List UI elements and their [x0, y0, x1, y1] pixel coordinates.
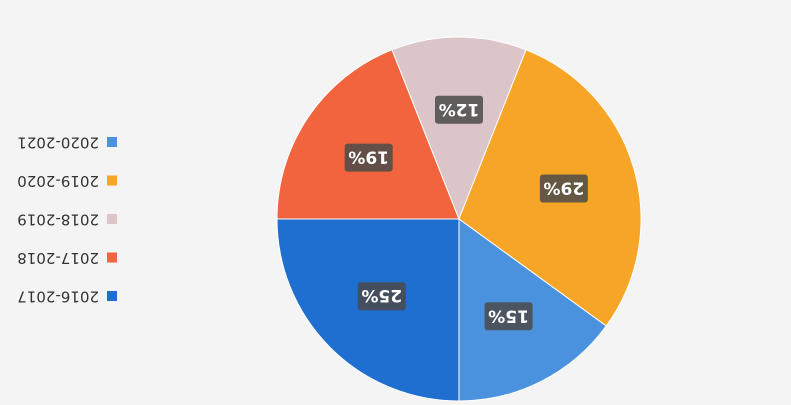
legend-label: 2018-2019 — [17, 211, 99, 229]
legend-marker — [107, 175, 117, 186]
legend-marker — [107, 252, 117, 263]
label-box — [357, 282, 406, 311]
data-label: 25% — [361, 285, 402, 305]
legend-marker — [107, 214, 117, 224]
legend-label: 2019-2020 — [17, 172, 99, 190]
label-box — [484, 302, 533, 331]
data-label: 15% — [488, 305, 529, 325]
label-box — [435, 95, 483, 124]
pie-slice — [458, 218, 607, 402]
pie-slice — [276, 49, 460, 220]
data-label: 12% — [439, 99, 480, 119]
label-box — [539, 174, 588, 203]
legend-label: 2016-2017 — [17, 288, 99, 306]
label-box — [344, 143, 393, 172]
legend-label: 2020-2021 — [17, 134, 99, 152]
legend-label: 2017-2018 — [17, 249, 99, 267]
legend-marker — [107, 291, 117, 301]
data-label: 19% — [348, 147, 389, 167]
legend-marker — [107, 137, 117, 147]
data-label: 29% — [544, 178, 585, 198]
pie-slice — [391, 36, 527, 221]
